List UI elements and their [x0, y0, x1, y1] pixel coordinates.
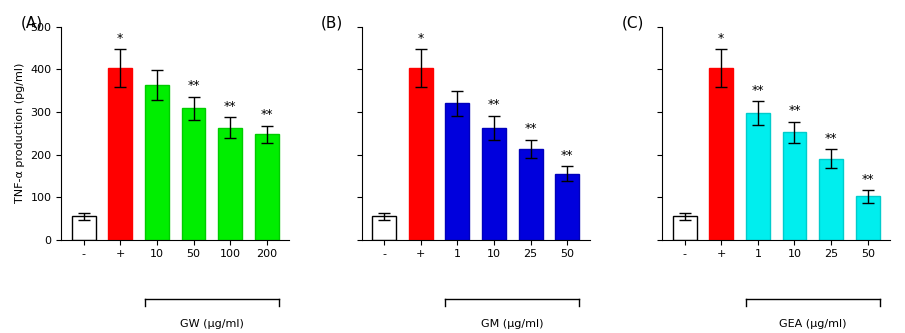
Text: *: *	[117, 32, 123, 45]
Bar	[182, 109, 205, 240]
Text: **: **	[788, 105, 801, 118]
Y-axis label: TNF-α production (pg/ml): TNF-α production (pg/ml)	[15, 63, 25, 203]
Bar	[519, 149, 542, 240]
Bar	[783, 132, 806, 240]
Bar	[71, 216, 96, 240]
Text: (B): (B)	[321, 16, 343, 31]
Bar	[672, 216, 697, 240]
Text: **: **	[224, 100, 236, 113]
Text: **: **	[862, 172, 874, 185]
Bar	[819, 159, 843, 240]
Text: **: **	[187, 79, 200, 92]
Bar	[409, 68, 433, 240]
Text: GW (μg/ml): GW (μg/ml)	[180, 319, 243, 329]
Text: GEA (μg/ml): GEA (μg/ml)	[779, 319, 846, 329]
Bar	[145, 85, 169, 240]
Text: **: **	[561, 149, 574, 162]
Text: **: **	[752, 84, 764, 97]
Bar	[372, 216, 396, 240]
Text: *: *	[718, 32, 724, 45]
Text: (A): (A)	[21, 16, 43, 31]
Text: **: **	[488, 99, 500, 112]
Bar	[710, 68, 733, 240]
Bar	[109, 68, 132, 240]
Text: *: *	[417, 32, 424, 45]
Bar	[746, 113, 770, 240]
Text: GM (μg/ml): GM (μg/ml)	[481, 319, 544, 329]
Bar	[255, 134, 279, 240]
Text: **: **	[524, 122, 537, 135]
Bar	[482, 128, 506, 240]
Bar	[856, 196, 880, 240]
Bar	[445, 103, 470, 240]
Text: (C): (C)	[622, 16, 643, 31]
Bar	[218, 128, 242, 240]
Text: **: **	[824, 132, 837, 145]
Text: **: **	[261, 108, 273, 121]
Bar	[556, 174, 579, 240]
